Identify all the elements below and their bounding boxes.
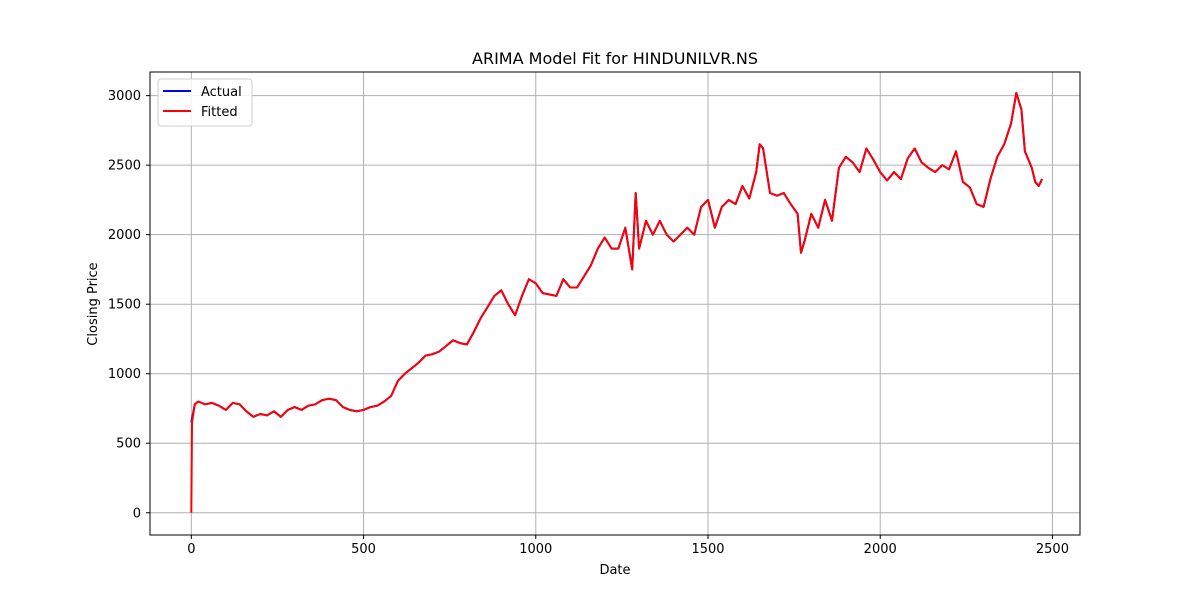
x-tick-label: 1000 [519,542,552,557]
x-tick-label: 2500 [1036,542,1069,557]
series-line-fitted [190,91,1043,513]
x-tick-label: 500 [351,542,376,557]
series-layer [190,91,1043,513]
y-axis-title: Closing Price [86,262,101,345]
y-tick-label: 0 [133,506,141,521]
x-tick-label: 1500 [691,542,724,557]
legend-label-actual: Actual [201,85,242,100]
y-tick-label: 1500 [108,298,141,313]
y-tick-label: 3000 [108,89,141,104]
x-axis-title: Date [599,563,630,578]
x-tick-label: 2000 [864,542,897,557]
chart-title: ARIMA Model Fit for HINDUNILVR.NS [472,49,758,68]
x-tick-label: 0 [187,542,195,557]
x-axis-ticks: 0 500 1000 1500 2000 2500 [187,535,1069,557]
y-tick-label: 1000 [108,367,141,382]
y-axis-ticks: 0 500 1000 1500 2000 2500 3000 [108,89,150,521]
plot-area-frame [149,71,1081,536]
y-tick-label: 2000 [108,228,141,243]
y-tick-label: 500 [116,437,141,452]
legend-label-fitted: Fitted [201,105,238,120]
legend: Actual Fitted [157,78,253,127]
grid-lines [150,72,1080,535]
y-tick-label: 2500 [108,159,141,174]
